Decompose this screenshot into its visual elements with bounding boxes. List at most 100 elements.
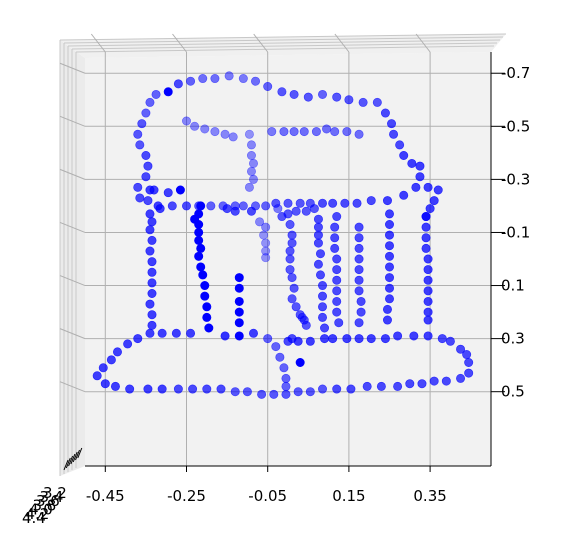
data-point bbox=[422, 234, 430, 242]
data-point bbox=[203, 313, 211, 321]
data-point bbox=[205, 324, 213, 332]
x-ticks: -0.45 -0.25 -0.05 0.15 0.35 bbox=[86, 466, 447, 505]
data-point bbox=[330, 244, 338, 252]
data-point bbox=[292, 207, 300, 215]
data-point bbox=[330, 234, 338, 242]
data-point bbox=[422, 244, 430, 252]
data-point bbox=[274, 204, 282, 212]
data-point bbox=[381, 334, 389, 342]
data-point bbox=[272, 342, 280, 350]
data-point bbox=[330, 127, 338, 135]
data-point bbox=[270, 390, 278, 398]
data-point bbox=[148, 289, 156, 297]
data-point bbox=[318, 313, 326, 321]
data-point bbox=[221, 332, 229, 340]
data-point bbox=[333, 93, 341, 101]
data-point bbox=[318, 199, 326, 207]
data-point bbox=[385, 252, 393, 260]
data-point bbox=[268, 127, 276, 135]
data-point bbox=[343, 127, 351, 135]
data-point bbox=[182, 202, 190, 210]
data-point bbox=[314, 239, 322, 247]
data-point bbox=[381, 109, 389, 117]
data-point bbox=[316, 249, 324, 257]
data-point bbox=[231, 387, 239, 395]
data-point bbox=[235, 284, 243, 292]
data-point bbox=[314, 223, 322, 231]
data-point bbox=[146, 210, 154, 218]
data-point bbox=[146, 186, 154, 194]
data-point bbox=[207, 202, 215, 210]
x-tick-label: -0.25 bbox=[167, 487, 206, 505]
x-tick-label: -0.05 bbox=[248, 487, 287, 505]
data-point bbox=[385, 220, 393, 228]
data-point bbox=[292, 303, 300, 311]
data-point bbox=[333, 255, 341, 263]
data-point bbox=[239, 74, 247, 82]
y-ticks: -0.7-0.5-0.3-0.10.10.30.5 bbox=[491, 64, 530, 400]
data-point bbox=[464, 369, 472, 377]
data-point bbox=[424, 265, 432, 273]
data-point bbox=[188, 385, 196, 393]
data-point bbox=[144, 196, 152, 204]
data-point bbox=[156, 204, 164, 212]
data-point bbox=[302, 321, 310, 329]
data-point bbox=[146, 329, 154, 337]
data-point bbox=[406, 380, 414, 388]
data-point bbox=[387, 119, 395, 127]
data-point bbox=[367, 334, 375, 342]
data-point bbox=[410, 332, 418, 340]
data-point bbox=[261, 239, 269, 247]
data-point bbox=[247, 167, 255, 175]
data-point bbox=[422, 212, 430, 220]
data-point bbox=[225, 72, 233, 80]
data-point bbox=[424, 183, 432, 191]
data-point bbox=[247, 141, 255, 149]
data-point bbox=[422, 223, 430, 231]
data-point bbox=[288, 239, 296, 247]
data-point bbox=[359, 98, 367, 106]
data-point bbox=[314, 260, 322, 268]
data-point bbox=[416, 162, 424, 170]
data-point bbox=[182, 117, 190, 125]
y-tick-label: -0.7 bbox=[501, 64, 530, 82]
y-tick-label: -0.5 bbox=[501, 117, 530, 135]
data-point bbox=[424, 255, 432, 263]
data-point bbox=[377, 382, 385, 390]
data-point bbox=[288, 273, 296, 281]
data-point bbox=[174, 80, 182, 88]
data-point bbox=[286, 255, 294, 263]
data-point bbox=[355, 287, 363, 295]
data-point bbox=[217, 385, 225, 393]
data-point bbox=[385, 210, 393, 218]
data-point bbox=[367, 196, 375, 204]
data-point bbox=[288, 295, 296, 303]
data-point bbox=[318, 385, 326, 393]
data-point bbox=[142, 151, 150, 159]
data-point bbox=[357, 297, 365, 305]
data-point bbox=[251, 77, 259, 85]
data-point bbox=[318, 303, 326, 311]
data-point bbox=[148, 236, 156, 244]
data-point bbox=[294, 387, 302, 395]
data-point bbox=[412, 183, 420, 191]
data-point bbox=[416, 173, 424, 181]
depth-ticks: 4.44.24.03.83.63.43.2 bbox=[22, 448, 82, 527]
data-point bbox=[194, 236, 202, 244]
data-point bbox=[363, 382, 371, 390]
data-point bbox=[235, 308, 243, 316]
data-point bbox=[199, 74, 207, 82]
data-point bbox=[221, 130, 229, 138]
data-point bbox=[456, 345, 464, 353]
data-point bbox=[146, 226, 154, 234]
data-point bbox=[123, 340, 131, 348]
data-point bbox=[249, 329, 257, 337]
data-point bbox=[290, 127, 298, 135]
data-point bbox=[304, 93, 312, 101]
data-point bbox=[284, 199, 292, 207]
data-point bbox=[290, 90, 298, 98]
data-point bbox=[245, 130, 253, 138]
data-point bbox=[400, 191, 408, 199]
data-point bbox=[245, 183, 253, 191]
